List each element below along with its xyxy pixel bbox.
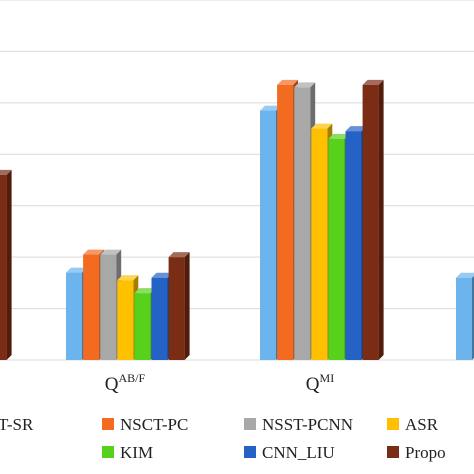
bar-series-7-2 bbox=[168, 252, 190, 360]
legend-swatch bbox=[387, 418, 399, 430]
legend-swatch bbox=[244, 418, 256, 430]
legend-label: NSCT-PC bbox=[120, 415, 188, 434]
legend-entry: KIM bbox=[102, 443, 153, 462]
legend-label: NSST-PCNN bbox=[262, 415, 353, 434]
legend-entry: ASR bbox=[387, 415, 439, 434]
legend-entry: T-SR bbox=[0, 415, 34, 434]
legend-entry: NSST-PCNN bbox=[244, 415, 353, 434]
category-label: QMI bbox=[306, 371, 334, 395]
legend-label: T-SR bbox=[0, 415, 34, 434]
legend-label: CNN_LIU bbox=[262, 443, 335, 462]
legend-entry: CNN_LIU bbox=[244, 443, 335, 462]
bar-series-7-1 bbox=[0, 169, 12, 360]
category-label: QAB/F bbox=[105, 371, 146, 395]
bar-series-1-4 bbox=[456, 272, 474, 360]
legend-label: ASR bbox=[405, 415, 439, 434]
bar-series-7-3 bbox=[362, 79, 384, 360]
legend-entry: NSCT-PC bbox=[102, 415, 188, 434]
legend-entry: Propo bbox=[387, 443, 446, 462]
category-labels: QAB/F QMI bbox=[105, 371, 334, 395]
bar-groups bbox=[0, 79, 474, 361]
legend-swatch bbox=[102, 446, 114, 458]
legend-label: KIM bbox=[120, 443, 153, 462]
legend-swatch bbox=[387, 446, 399, 458]
legend-label: Propo bbox=[405, 443, 446, 462]
legend-swatch bbox=[102, 418, 114, 430]
legend: T-SR NSCT-PC NSST-PCNN ASR KIM CNN_LIU Propo bbox=[0, 415, 446, 462]
legend-swatch bbox=[244, 446, 256, 458]
